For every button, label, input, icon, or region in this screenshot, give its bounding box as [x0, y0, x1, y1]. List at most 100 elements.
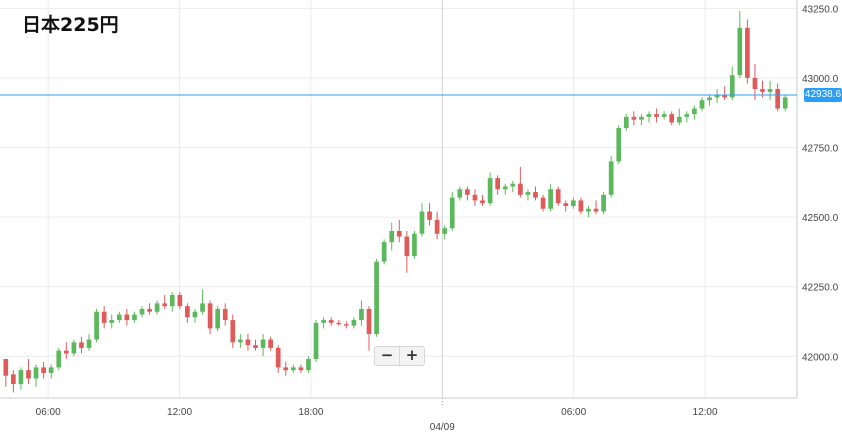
- candle-body: [275, 347, 281, 368]
- y-tick-label: 43250.0: [802, 4, 839, 15]
- candle-body: [351, 320, 357, 326]
- candle-body: [752, 77, 758, 90]
- candle-body: [760, 89, 765, 92]
- candle-body: [381, 242, 387, 262]
- candle-body: [336, 322, 342, 325]
- candle-body: [608, 161, 614, 195]
- x-tick-label: 12:00: [693, 407, 718, 418]
- x-tick-label: 12:00: [167, 407, 192, 418]
- candle-body: [525, 192, 531, 195]
- candle-body: [495, 178, 501, 190]
- candle-body: [412, 233, 417, 257]
- y-axis-labels: 42000.0 42250.0 42500.0 42750.0 43000.0 43250…: [802, 4, 839, 363]
- candle-body: [260, 339, 266, 348]
- candle-body: [396, 231, 402, 237]
- candle-body: [692, 108, 697, 115]
- candle-body: [631, 116, 637, 120]
- candle-body: [33, 367, 39, 379]
- candle-body: [714, 94, 720, 98]
- candle-body: [427, 211, 432, 220]
- candle-body: [623, 116, 629, 129]
- candle-body: [124, 314, 130, 321]
- candle-body: [737, 27, 743, 76]
- x-axis-labels: 06:00 12:00 18:00 04/09 06:00 12:00: [36, 407, 718, 433]
- candle-body: [238, 339, 243, 343]
- candle-body: [676, 116, 682, 123]
- candle-body: [782, 97, 788, 109]
- candle-body: [563, 203, 569, 206]
- x-tick-label: 18:00: [298, 407, 323, 418]
- candle-body: [775, 89, 780, 109]
- candle-body: [502, 186, 508, 190]
- candle-body: [669, 114, 675, 123]
- candle-body: [94, 311, 99, 340]
- candle-body: [139, 308, 145, 315]
- candle-body: [3, 359, 9, 376]
- y-tick-label: 42250.0: [802, 283, 839, 294]
- candle-body: [48, 367, 54, 373]
- candle-body: [518, 183, 523, 195]
- candle-body: [41, 367, 46, 373]
- axes: [0, 0, 798, 406]
- candle-body: [487, 178, 493, 204]
- candle-body: [207, 303, 213, 329]
- candle-body: [684, 114, 690, 117]
- candle-body: [465, 189, 470, 195]
- zoom-out-button[interactable]: −: [374, 346, 400, 366]
- candle-body: [366, 308, 372, 334]
- candle-body: [343, 324, 349, 326]
- candle-body: [578, 200, 584, 212]
- candle-body: [442, 228, 448, 234]
- candle-body: [86, 339, 92, 348]
- candle-body: [480, 200, 485, 204]
- candle-body: [132, 314, 137, 321]
- y-tick-label: 43000.0: [802, 74, 839, 85]
- last-price-badge: 42938.6: [804, 88, 842, 103]
- candle-body: [306, 359, 311, 371]
- y-tick-label: 42000.0: [802, 352, 839, 363]
- y-tick-label: 42750.0: [802, 144, 839, 155]
- candle-body: [71, 342, 77, 354]
- candle-body: [328, 320, 334, 323]
- candle-body: [729, 75, 735, 98]
- candle-body: [533, 192, 538, 198]
- x-tick-label: 06:00: [36, 407, 61, 418]
- candle-body: [290, 367, 296, 371]
- candle-body: [230, 320, 236, 343]
- candle-body: [699, 100, 705, 109]
- candle-body: [767, 89, 773, 92]
- candle-body: [56, 350, 62, 368]
- candle-body: [404, 236, 410, 257]
- candle-body: [147, 308, 152, 312]
- candle-body: [419, 211, 425, 234]
- candle-body: [200, 303, 205, 312]
- candle-body: [654, 114, 659, 117]
- candle-body: [457, 189, 463, 198]
- candle-body: [745, 27, 750, 78]
- candle-body: [570, 200, 576, 206]
- candle-body: [540, 197, 546, 209]
- candle-body: [555, 189, 561, 204]
- candle-body: [215, 308, 221, 329]
- candle-body: [268, 339, 273, 348]
- candle-body: [177, 295, 183, 307]
- plus-icon: +: [405, 346, 419, 364]
- candle-body: [374, 261, 379, 334]
- minus-icon: −: [380, 346, 394, 364]
- x-tick-label: 06:00: [561, 407, 586, 418]
- candle-body: [389, 231, 395, 243]
- candle-body: [449, 197, 455, 229]
- candle-body: [646, 114, 652, 117]
- candle-body: [722, 94, 728, 98]
- zoom-in-button[interactable]: +: [399, 346, 425, 366]
- candle-body: [245, 339, 251, 346]
- candle-body: [548, 189, 553, 209]
- candle-body: [79, 342, 84, 348]
- candle-body: [116, 314, 122, 321]
- candle-body: [434, 219, 440, 234]
- candle-body: [162, 303, 168, 307]
- y-tick-label: 42500.0: [802, 213, 839, 224]
- candle-body: [616, 128, 622, 162]
- candle-body: [109, 320, 115, 323]
